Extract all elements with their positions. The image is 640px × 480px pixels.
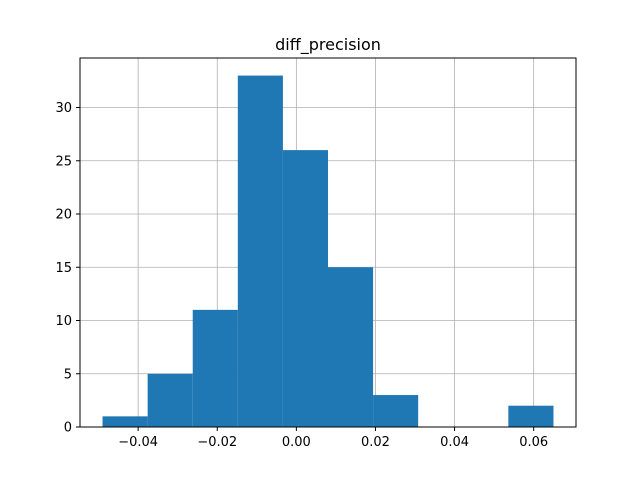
x-tick-label-5: 0.06 xyxy=(519,435,548,450)
histogram-bar-9 xyxy=(508,405,554,427)
y-tick-label-3: 15 xyxy=(55,261,72,276)
histogram-bar-2 xyxy=(192,309,238,427)
histogram-bar-6 xyxy=(373,395,419,427)
x-axis: −0.04 −0.02 0.00 0.02 0.04 0.06 xyxy=(118,427,548,450)
y-tick-label-0: 0 xyxy=(64,421,72,436)
x-tick-label-0: −0.04 xyxy=(118,435,158,450)
histogram-bar-4 xyxy=(282,150,328,427)
histogram-bar-1 xyxy=(147,373,193,427)
y-tick-label-1: 5 xyxy=(64,367,72,382)
x-tick-label-3: 0.02 xyxy=(361,435,390,450)
x-tick-label-1: −0.02 xyxy=(197,435,237,450)
y-tick-label-5: 25 xyxy=(55,154,72,169)
x-tick-label-4: 0.04 xyxy=(440,435,469,450)
y-tick-label-2: 10 xyxy=(55,314,72,329)
histogram-bar-0 xyxy=(102,416,148,427)
plot-frame xyxy=(79,57,577,428)
chart-title: diff_precision xyxy=(275,35,381,55)
x-tick-label-2: 0.00 xyxy=(282,435,311,450)
y-axis: 0 5 10 15 20 25 30 xyxy=(55,101,80,436)
y-tick-label-4: 20 xyxy=(55,208,72,223)
histogram-bar-3 xyxy=(237,75,283,428)
y-tick-label-6: 30 xyxy=(55,101,72,116)
histogram-bar-5 xyxy=(328,267,374,427)
bars-layer xyxy=(102,75,554,428)
